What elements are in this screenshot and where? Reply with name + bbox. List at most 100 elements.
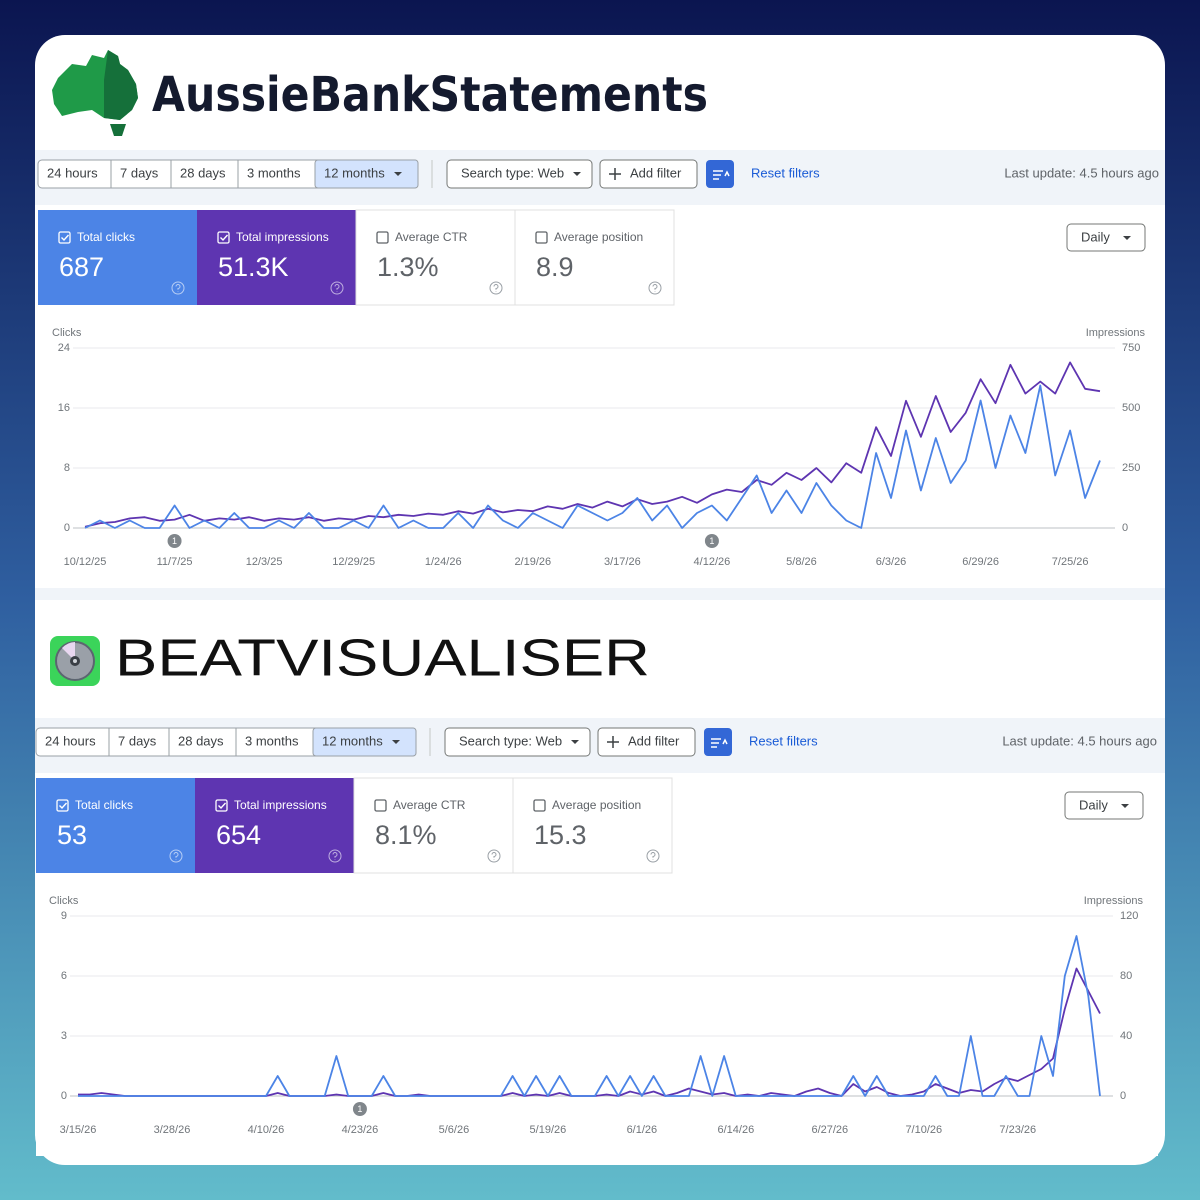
y-tick-label: 9 bbox=[61, 910, 67, 922]
range-button[interactable]: 28 days bbox=[178, 733, 224, 748]
checkbox bbox=[58, 231, 71, 244]
granularity-select[interactable] bbox=[1066, 223, 1146, 252]
y-tick-label: 16 bbox=[58, 402, 70, 414]
help-mark bbox=[332, 852, 338, 860]
help-icon bbox=[646, 849, 660, 863]
range-button[interactable]: 24 hours bbox=[47, 165, 98, 180]
series-line bbox=[84, 384, 1101, 529]
plus-icon bbox=[609, 168, 621, 180]
metric-card[interactable] bbox=[38, 210, 197, 305]
y-tick-label: 8 bbox=[64, 462, 70, 474]
help-mark bbox=[334, 284, 340, 292]
add-filter-label: Add filter bbox=[630, 165, 682, 180]
checkbox bbox=[374, 799, 387, 812]
reset-filters[interactable]: Reset filters bbox=[751, 165, 820, 180]
checkmark bbox=[61, 234, 70, 242]
help-icon bbox=[489, 281, 503, 295]
metric-label: Average position bbox=[554, 230, 643, 244]
annotation-marker[interactable] bbox=[167, 534, 182, 548]
range-button[interactable]: 12 months bbox=[322, 733, 383, 748]
help-icon bbox=[487, 849, 501, 863]
add-filter-button[interactable] bbox=[597, 727, 696, 757]
metric-label: Average CTR bbox=[393, 798, 466, 812]
help-mark bbox=[493, 284, 499, 292]
dropdown-arrow bbox=[394, 172, 402, 176]
x-tick-label: 3/15/26 bbox=[60, 1124, 97, 1136]
x-tick-label: 7/25/26 bbox=[1052, 556, 1089, 568]
annotation-marker[interactable] bbox=[704, 534, 719, 548]
x-tick-label: 6/29/26 bbox=[962, 556, 999, 568]
annotation-label: 1 bbox=[709, 536, 714, 546]
x-tick-label: 6/3/26 bbox=[876, 556, 907, 568]
filter-icon-button[interactable] bbox=[704, 728, 732, 756]
help-mark bbox=[173, 852, 179, 860]
y2-tick-label: 750 bbox=[1122, 342, 1140, 354]
help-mark bbox=[652, 284, 658, 292]
metric-value: 15.3 bbox=[534, 820, 587, 850]
x-tick-label: 5/6/26 bbox=[439, 1124, 470, 1136]
range-button[interactable]: 7 days bbox=[118, 733, 157, 748]
annotation-marker[interactable] bbox=[352, 1102, 367, 1116]
logo-australia bbox=[52, 50, 138, 136]
metric-card[interactable] bbox=[195, 778, 354, 873]
x-tick-label: 5/8/26 bbox=[786, 556, 817, 568]
y2-tick-label: 40 bbox=[1120, 1030, 1132, 1042]
checkbox bbox=[217, 231, 230, 244]
checkbox bbox=[533, 799, 546, 812]
x-tick-label: 12/29/25 bbox=[332, 556, 375, 568]
range-button[interactable]: 3 months bbox=[245, 733, 299, 748]
add-filter-label: Add filter bbox=[628, 733, 680, 748]
checkbox bbox=[56, 799, 69, 812]
y-tick-label: 6 bbox=[61, 970, 67, 982]
metric-label: Total clicks bbox=[75, 798, 133, 812]
x-tick-label: 4/12/26 bbox=[694, 556, 731, 568]
checkbox bbox=[376, 231, 389, 244]
x-tick-label: 5/19/26 bbox=[530, 1124, 567, 1136]
metric-value: 654 bbox=[216, 820, 261, 850]
metric-card[interactable] bbox=[197, 210, 356, 305]
search-type-label: Search type: Web bbox=[461, 165, 564, 180]
x-tick-label: 3/28/26 bbox=[154, 1124, 191, 1136]
brand-name: AussieBankStatements bbox=[152, 67, 708, 123]
x-tick-label: 10/12/25 bbox=[64, 556, 107, 568]
metric-card[interactable] bbox=[512, 777, 673, 874]
metric-value: 1.3% bbox=[377, 252, 439, 282]
search-type-button[interactable] bbox=[444, 727, 591, 757]
range-button[interactable]: 12 months bbox=[324, 165, 385, 180]
metric-card[interactable] bbox=[353, 777, 514, 874]
reset-filters[interactable]: Reset filters bbox=[749, 733, 818, 748]
y2-tick-label: 500 bbox=[1122, 402, 1140, 414]
metric-card[interactable] bbox=[514, 209, 675, 306]
x-tick-label: 7/23/26 bbox=[999, 1124, 1036, 1136]
dropdown-arrow bbox=[571, 740, 579, 744]
y-tick-label: 0 bbox=[64, 522, 70, 534]
y2-tick-label: 0 bbox=[1122, 522, 1128, 534]
granularity-select[interactable] bbox=[1064, 791, 1144, 820]
metric-label: Total impressions bbox=[236, 230, 329, 244]
metric-value: 8.9 bbox=[536, 252, 574, 282]
range-button[interactable]: 7 days bbox=[120, 165, 159, 180]
dropdown-arrow bbox=[392, 740, 400, 744]
logo-beatvisualiser bbox=[50, 636, 100, 686]
search-type-button[interactable] bbox=[446, 159, 593, 189]
metric-card[interactable] bbox=[36, 778, 195, 873]
range-button[interactable]: 3 months bbox=[247, 165, 301, 180]
x-tick-label: 4/10/26 bbox=[248, 1124, 285, 1136]
filter-icon-button[interactable] bbox=[706, 160, 734, 188]
checkmark bbox=[59, 802, 68, 810]
y-tick-label: 24 bbox=[58, 342, 70, 354]
series-line bbox=[78, 935, 1101, 1097]
metric-card[interactable] bbox=[355, 209, 516, 306]
help-mark bbox=[175, 284, 181, 292]
y-tick-label: 0 bbox=[61, 1090, 67, 1102]
metric-value: 687 bbox=[59, 252, 104, 282]
range-button[interactable]: 28 days bbox=[180, 165, 226, 180]
x-tick-label: 11/7/25 bbox=[157, 556, 193, 568]
x-tick-label: 6/14/26 bbox=[717, 1124, 754, 1136]
dropdown-arrow bbox=[1123, 236, 1131, 240]
x-tick-label: 6/27/26 bbox=[811, 1124, 848, 1136]
range-button[interactable]: 24 hours bbox=[45, 733, 96, 748]
y-tick-label: 3 bbox=[61, 1030, 67, 1042]
add-filter-button[interactable] bbox=[599, 159, 698, 189]
